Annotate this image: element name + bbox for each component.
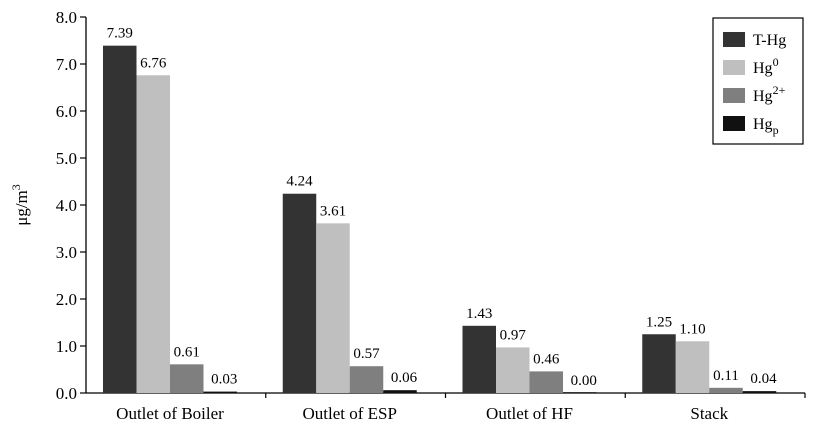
y-tick-label: 1.0 [56,337,77,356]
data-label: 0.57 [353,346,380,362]
y-tick-labels: 0.0 1.0 2.0 3.0 4.0 5.0 6.0 7.0 8.0 [56,8,77,403]
y-tick-label: 7.0 [56,55,77,74]
data-label: 0.03 [211,372,237,388]
data-label: 0.46 [533,351,560,367]
y-tick-label: 5.0 [56,149,77,168]
legend-label: Hg2+ [753,83,786,105]
y-tick-label: 6.0 [56,102,77,121]
legend-swatch [723,116,745,131]
data-label: 0.06 [391,370,418,386]
data-label: 0.61 [174,344,200,360]
data-label: 0.00 [571,373,597,389]
bar-T-Hg-1 [282,193,317,393]
bar-Hg2+-3 [709,387,743,393]
bar-Hg0-1 [316,223,350,393]
data-label: 6.76 [140,55,167,71]
y-tick-label: 2.0 [56,290,77,309]
legend-label: T-Hg [753,32,786,49]
category-label: Outlet of ESP [303,404,397,423]
legend-label: Hgp [753,116,779,137]
legend-swatch [723,88,745,103]
data-label: 0.04 [750,371,777,387]
bar-Hg0-2 [496,347,530,393]
y-axis-title: μg/m3 [9,184,31,226]
data-label: 1.10 [679,321,705,337]
y-tick-label: 0.0 [56,384,77,403]
bars [103,45,777,394]
legend-swatch [723,32,745,47]
category-label: Outlet of HF [486,404,573,423]
bar-Hg0-3 [675,341,710,393]
bar-Hgp-2 [563,392,597,393]
legend-swatch [723,60,745,75]
y-tick-label: 4.0 [56,196,77,215]
data-label: 7.39 [107,26,133,42]
bar-Hgp-1 [383,390,417,393]
category-label: Stack [690,404,728,423]
data-label: 0.11 [713,368,739,384]
data-label: 0.97 [500,327,527,343]
bar-Hgp-3 [742,391,777,393]
bar-T-Hg-3 [642,334,676,393]
bar-T-Hg-2 [462,325,496,393]
data-labels: 7.39 6.76 0.61 0.03 4.24 3.61 0.57 0.06 1.43 0.97… [107,26,778,389]
bar-Hg2+-1 [349,366,384,393]
bar-T-Hg-0 [103,45,137,394]
data-label: 1.25 [646,314,672,330]
category-label: Outlet of Boiler [116,404,224,423]
data-label: 4.24 [286,174,313,190]
y-tick-label: 8.0 [56,8,77,27]
data-label: 3.61 [320,203,346,219]
category-labels: Outlet of Boiler Outlet of ESP Outlet of H… [116,404,728,423]
bar-Hg2+-2 [529,371,563,393]
bar-Hg2+-0 [170,364,204,393]
axes [80,16,806,398]
legend-label: Hg0 [753,55,779,77]
bar-Hgp-0 [203,391,237,393]
data-label: 1.43 [466,306,492,322]
legend: T-Hg Hg0 Hg2+ Hgp [712,17,804,145]
bar-Hg0-0 [136,75,170,393]
y-tick-label: 3.0 [56,243,77,262]
